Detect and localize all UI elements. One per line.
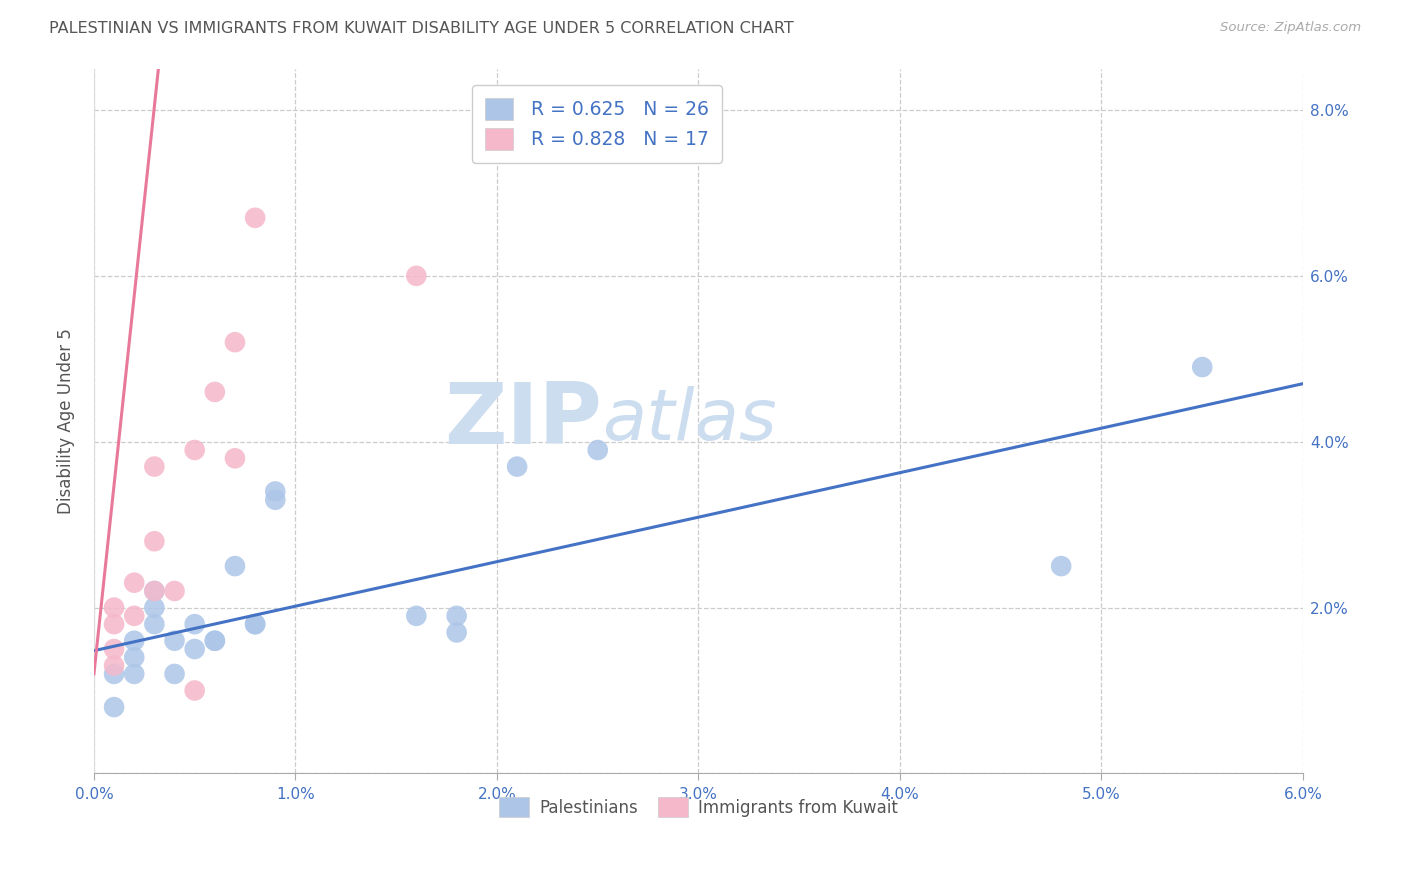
- Point: [243, 617, 266, 632]
- Text: PALESTINIAN VS IMMIGRANTS FROM KUWAIT DISABILITY AGE UNDER 5 CORRELATION CHART: PALESTINIAN VS IMMIGRANTS FROM KUWAIT DI…: [49, 21, 794, 36]
- Text: Source: ZipAtlas.com: Source: ZipAtlas.com: [1220, 21, 1361, 34]
- Point: [143, 584, 166, 599]
- Point: [163, 667, 186, 681]
- Point: [103, 600, 125, 615]
- Point: [405, 268, 427, 283]
- Y-axis label: Disability Age Under 5: Disability Age Under 5: [58, 328, 75, 514]
- Point: [204, 633, 226, 648]
- Point: [143, 459, 166, 474]
- Point: [103, 700, 125, 714]
- Point: [143, 617, 166, 632]
- Point: [103, 667, 125, 681]
- Point: [103, 642, 125, 657]
- Point: [122, 608, 145, 623]
- Point: [446, 608, 468, 623]
- Point: [103, 617, 125, 632]
- Point: [264, 492, 287, 507]
- Point: [122, 650, 145, 665]
- Point: [143, 600, 166, 615]
- Point: [183, 642, 205, 657]
- Point: [586, 442, 609, 457]
- Point: [163, 584, 186, 599]
- Point: [405, 608, 427, 623]
- Point: [264, 484, 287, 499]
- Point: [243, 617, 266, 632]
- Point: [122, 667, 145, 681]
- Text: ZIP: ZIP: [444, 379, 602, 462]
- Point: [183, 683, 205, 698]
- Point: [1050, 559, 1073, 574]
- Point: [183, 442, 205, 457]
- Point: [204, 633, 226, 648]
- Point: [103, 658, 125, 673]
- Text: atlas: atlas: [602, 386, 776, 456]
- Point: [1191, 360, 1213, 375]
- Point: [143, 584, 166, 599]
- Point: [122, 575, 145, 590]
- Point: [224, 335, 246, 350]
- Point: [163, 633, 186, 648]
- Point: [446, 625, 468, 640]
- Point: [183, 617, 205, 632]
- Point: [224, 559, 246, 574]
- Legend: Palestinians, Immigrants from Kuwait: Palestinians, Immigrants from Kuwait: [491, 789, 905, 825]
- Point: [224, 451, 246, 466]
- Point: [243, 211, 266, 225]
- Point: [204, 384, 226, 399]
- Point: [122, 633, 145, 648]
- Point: [143, 534, 166, 549]
- Point: [506, 459, 529, 474]
